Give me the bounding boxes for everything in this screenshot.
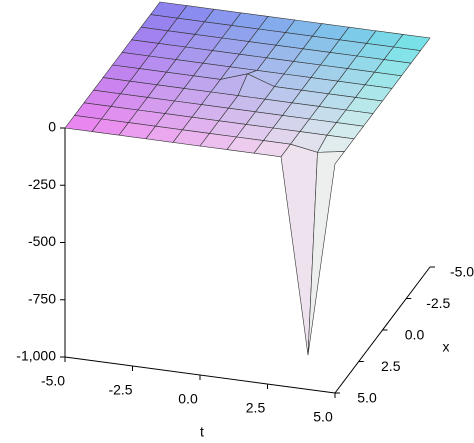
t-tick-label: 5.0 [313, 409, 333, 425]
z-tick-label: -1,000 [16, 348, 56, 364]
x-axis-label: x [443, 339, 450, 355]
x-tick-label: 0.0 [405, 327, 425, 343]
z-tick-label: -500 [28, 233, 56, 249]
t-tick-label: -2.5 [108, 382, 132, 398]
surface-patch [307, 151, 346, 356]
z-tick-label: -250 [28, 176, 56, 192]
t-axis-label: t [200, 424, 204, 440]
z-tick-label: 0 [48, 119, 56, 135]
z-tick-label: -750 [28, 290, 56, 306]
x-tick-label: -5.0 [450, 264, 474, 280]
t-tick-label: 2.5 [246, 400, 266, 416]
t-tick-label: 0.0 [178, 391, 198, 407]
x-tick-label: 2.5 [381, 358, 401, 374]
x-tick-label: 5.0 [357, 390, 377, 406]
t-tick-label: -5.0 [41, 373, 65, 389]
x-tick-label: -2.5 [426, 295, 450, 311]
